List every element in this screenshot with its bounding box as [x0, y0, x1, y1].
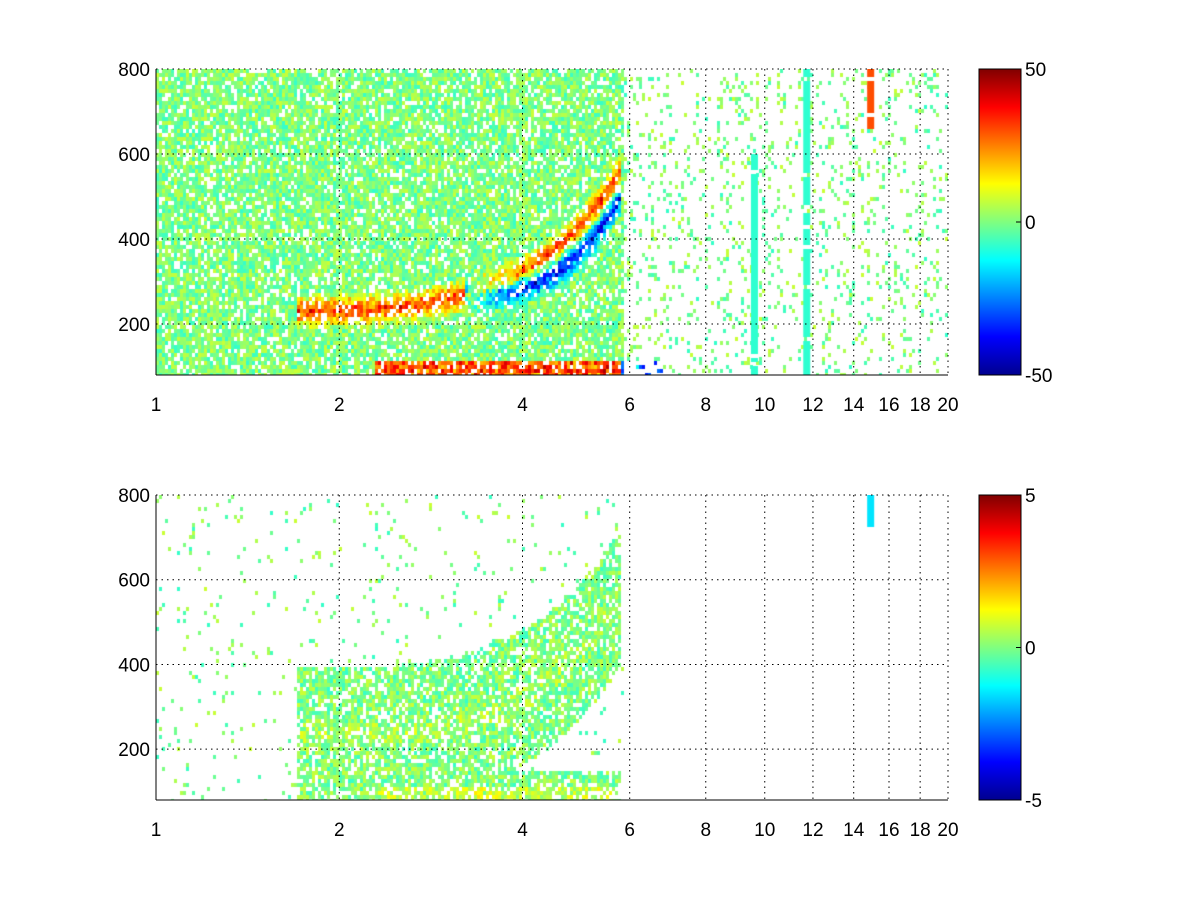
colorbar-tick-label: 0	[1025, 213, 1036, 234]
y-tick-label: 600	[118, 571, 150, 592]
colorbar-tick-label: 0	[1025, 639, 1036, 660]
x-tick-label: 1	[151, 820, 162, 841]
x-tick-label: 8	[700, 395, 711, 416]
x-tick-label: 12	[802, 395, 823, 416]
heatmap-cells	[156, 69, 948, 375]
x-tick-label: 12	[802, 820, 823, 841]
y-tick-label: 800	[118, 486, 150, 507]
y-tick-label: 200	[118, 315, 150, 336]
x-tick-label: 6	[624, 820, 635, 841]
colorbar-tick-label: 5	[1025, 486, 1036, 507]
x-tick-label: 4	[517, 820, 528, 841]
x-tick-label: 2	[334, 395, 345, 416]
colorbar-tick-label: 50	[1025, 60, 1046, 81]
y-tick-label: 800	[118, 60, 150, 81]
colorbar-tick-label: -50	[1025, 366, 1052, 387]
y-tick-label: 200	[118, 740, 150, 761]
colorbar	[978, 494, 1022, 801]
x-tick-label: 4	[517, 395, 528, 416]
x-tick-label: 1	[151, 395, 162, 416]
y-tick-label: 600	[118, 145, 150, 166]
x-tick-label: 20	[937, 820, 958, 841]
x-tick-label: 8	[700, 820, 711, 841]
x-tick-label: 20	[937, 395, 958, 416]
x-tick-label: 10	[754, 820, 775, 841]
colorbar	[978, 68, 1022, 376]
x-tick-label: 16	[878, 395, 899, 416]
y-tick-label: 400	[118, 230, 150, 251]
x-tick-label: 18	[910, 395, 931, 416]
heatmap-cells	[156, 495, 948, 800]
x-tick-label: 16	[878, 820, 899, 841]
x-tick-label: 18	[910, 820, 931, 841]
x-tick-label: 10	[754, 395, 775, 416]
x-tick-label: 6	[624, 395, 635, 416]
x-tick-label: 14	[843, 395, 865, 416]
y-tick-label: 400	[118, 655, 150, 676]
colorbar-tick-label: -5	[1025, 791, 1042, 812]
x-tick-label: 14	[843, 820, 865, 841]
x-tick-label: 2	[334, 820, 345, 841]
